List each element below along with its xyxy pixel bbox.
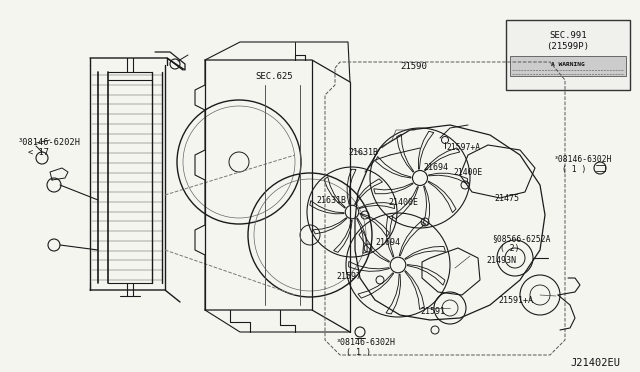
Text: 21591+A: 21591+A (498, 296, 533, 305)
Text: 21590: 21590 (400, 62, 427, 71)
Text: ³08146-6302H: ³08146-6302H (336, 338, 396, 347)
Text: ( 1 ): ( 1 ) (346, 348, 371, 357)
Text: 21631B: 21631B (316, 196, 346, 205)
Text: ³08146-6302H: ³08146-6302H (554, 155, 612, 164)
Text: 21597: 21597 (336, 272, 361, 281)
Text: ( 1 ): ( 1 ) (562, 165, 586, 174)
Bar (510, 56, 626, 76)
Text: 21400E: 21400E (388, 198, 418, 207)
Text: 21493N: 21493N (486, 256, 516, 265)
Text: SEC.991: SEC.991 (549, 32, 587, 41)
Text: J21402EU: J21402EU (570, 358, 620, 368)
Text: SEC.625: SEC.625 (255, 72, 292, 81)
Text: ³08146-6202H: ³08146-6202H (18, 138, 81, 147)
Text: 21597+A: 21597+A (446, 143, 480, 152)
Text: §08566-6252A: §08566-6252A (492, 234, 550, 243)
Text: 21694: 21694 (375, 238, 400, 247)
Bar (506, 20, 630, 90)
Text: 21400E: 21400E (453, 168, 483, 177)
Text: 21475: 21475 (494, 194, 519, 203)
Text: ( 2): ( 2) (500, 244, 520, 253)
Text: (21599P): (21599P) (547, 42, 589, 51)
Text: < 17: < 17 (28, 148, 49, 157)
Text: 21631B: 21631B (348, 148, 378, 157)
Text: A WARNING: A WARNING (551, 61, 585, 67)
Text: 21591: 21591 (420, 307, 445, 316)
Text: 21694: 21694 (423, 163, 448, 172)
